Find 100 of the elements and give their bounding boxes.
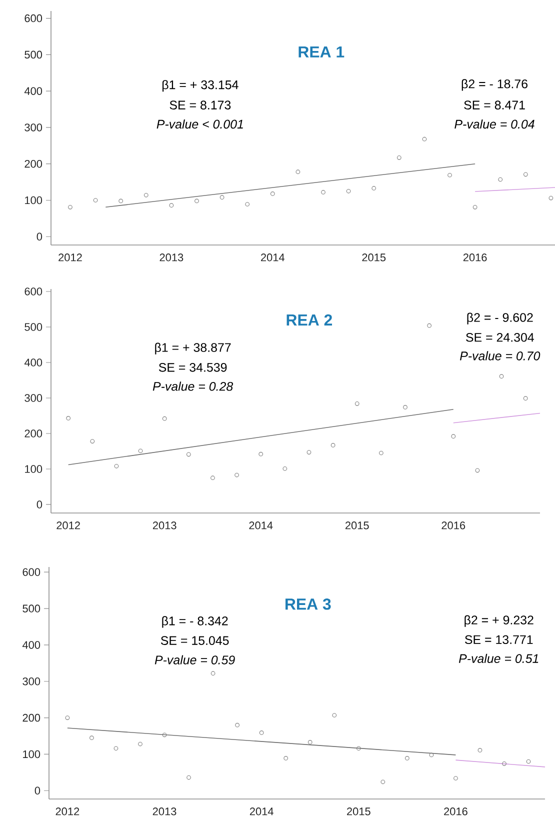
point xyxy=(144,192,148,198)
y-tick-label: 300 xyxy=(24,394,42,402)
y-tick-label: 500 xyxy=(22,604,40,612)
annotation: SE = 34.539 xyxy=(158,363,227,372)
y-tick-label: 100 xyxy=(25,196,42,204)
x-tick-label: 2014 xyxy=(249,522,273,530)
point xyxy=(118,198,124,204)
point xyxy=(475,468,480,473)
point xyxy=(478,748,482,752)
x-tick-label: 2016 xyxy=(442,522,466,530)
point xyxy=(372,186,376,190)
x-tick-label: 2016 xyxy=(444,808,468,816)
x-tick-label: 2016 xyxy=(463,254,487,262)
point xyxy=(321,190,326,194)
point xyxy=(114,464,119,468)
annotation: β2 = - 18.76 xyxy=(462,79,528,91)
point xyxy=(282,466,288,471)
point xyxy=(114,746,118,751)
x-tick-label: 2015 xyxy=(347,808,370,816)
point xyxy=(194,198,199,204)
point xyxy=(162,416,167,421)
point xyxy=(523,396,528,401)
y-tick-label: 600 xyxy=(24,288,42,296)
point xyxy=(422,136,427,142)
point xyxy=(332,713,337,718)
y-tick-label: 0 xyxy=(36,232,42,241)
point xyxy=(346,188,351,194)
point xyxy=(330,443,336,448)
annotation: SE = 13.771 xyxy=(464,635,533,644)
point xyxy=(90,439,95,444)
point xyxy=(306,450,312,454)
point xyxy=(454,776,458,780)
x-tick-label: 2012 xyxy=(56,808,80,816)
point xyxy=(138,448,143,454)
point xyxy=(526,759,531,764)
x-tick-label: 2012 xyxy=(58,254,82,262)
point xyxy=(90,736,94,740)
x-tick-label: 2013 xyxy=(152,808,176,816)
annotation: β1 = - 8.342 xyxy=(162,616,228,628)
point xyxy=(138,742,142,746)
point xyxy=(245,202,250,206)
point xyxy=(379,450,384,456)
x-tick-label: 2013 xyxy=(152,522,176,530)
x-tick-label: 2014 xyxy=(261,254,284,262)
annotation: SE = 8.173 xyxy=(170,100,231,110)
point xyxy=(451,434,456,438)
annotation: β1 = + 38.877 xyxy=(155,342,231,354)
point xyxy=(169,203,174,208)
point xyxy=(523,172,528,177)
point xyxy=(472,204,478,210)
y-tick-label: 300 xyxy=(22,678,40,686)
point xyxy=(448,172,452,178)
point xyxy=(210,476,215,480)
y-tick-label: 200 xyxy=(24,430,42,438)
point xyxy=(403,405,408,410)
y-tick-label: 400 xyxy=(24,358,42,366)
y-tick-label: 200 xyxy=(22,714,40,722)
annotation: SE = 8.471 xyxy=(464,100,525,110)
annotation: SE = 24.304 xyxy=(466,332,534,342)
y-tick-label: 0 xyxy=(36,500,42,508)
point xyxy=(220,195,224,200)
y-tick-label: 400 xyxy=(24,87,42,95)
y-tick-label: 100 xyxy=(25,465,42,473)
point xyxy=(499,374,504,379)
point xyxy=(162,732,167,738)
point xyxy=(66,416,70,420)
point xyxy=(308,740,312,744)
x-tick-label: 2015 xyxy=(345,522,369,530)
point xyxy=(93,198,98,202)
point xyxy=(502,762,506,766)
point xyxy=(356,746,361,751)
y-tick-label: 500 xyxy=(24,323,42,331)
y-tick-label: 500 xyxy=(24,50,42,59)
text: REA 1 xyxy=(298,46,344,58)
annotation: β1 = + 33.154 xyxy=(162,80,238,92)
annotation: P-value = 0.70 xyxy=(460,351,540,360)
point xyxy=(68,204,72,210)
y-tick-label: 600 xyxy=(24,14,42,22)
x-tick-label: 2014 xyxy=(250,808,274,816)
point xyxy=(380,780,386,784)
point xyxy=(405,756,410,760)
point xyxy=(65,716,70,720)
y-tick-label: 200 xyxy=(24,160,42,168)
point xyxy=(396,155,402,160)
annotation: β2 = + 9.232 xyxy=(464,615,534,627)
annotation: P-value = 0.51 xyxy=(458,654,538,663)
point xyxy=(270,192,275,196)
point xyxy=(284,756,288,760)
point xyxy=(296,170,300,174)
point xyxy=(354,401,360,406)
annotation: β2 = - 9.602 xyxy=(467,312,533,324)
annotation: SE = 15.045 xyxy=(160,636,229,645)
y-tick-label: 100 xyxy=(23,750,40,758)
annotation: P-value = 0.04 xyxy=(454,119,534,129)
point xyxy=(235,722,240,728)
y-tick-label: 400 xyxy=(22,641,40,649)
point xyxy=(186,775,191,780)
annotation: P-value = 0.59 xyxy=(154,655,235,664)
point xyxy=(186,452,191,457)
point xyxy=(548,196,554,200)
